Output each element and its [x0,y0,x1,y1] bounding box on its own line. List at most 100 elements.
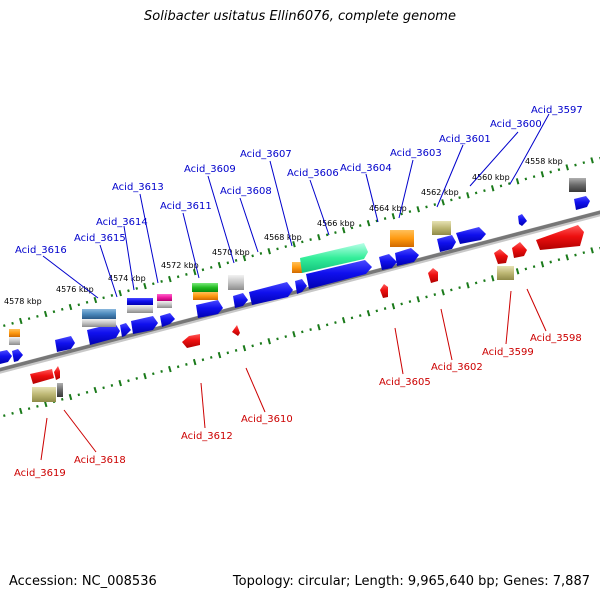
scale-label: 4558 kbp [525,157,563,166]
gene-arrow[interactable] [395,248,419,266]
gene-label[interactable]: Acid_3619 [14,468,66,479]
scale-tick [19,407,23,415]
scale-tick [217,351,222,359]
gene-label[interactable]: Acid_3604 [340,163,392,174]
scale-tick [334,231,337,234]
gene-arrow[interactable] [512,242,527,258]
gene-arrow[interactable] [306,260,372,289]
scale-tick [176,275,180,279]
scale-tick [251,344,254,348]
gene-label[interactable]: Acid_3602 [431,362,483,373]
gene-block[interactable] [82,309,116,319]
minus-leader-lines [40,288,547,461]
gene-arrow[interactable] [428,268,438,283]
gene-block[interactable] [82,319,116,327]
gene-block[interactable] [127,305,153,313]
scale-tick [242,255,247,262]
gene-label[interactable]: Acid_3609 [184,164,236,175]
scale-tick [251,254,254,258]
gene-label[interactable]: Acid_3603 [390,148,442,159]
gene-arrow[interactable] [574,196,590,210]
gene-arrow[interactable] [196,300,223,318]
gene-block[interactable] [57,383,63,397]
gene-arrow[interactable] [131,316,158,334]
scale-tick [408,210,412,213]
gene-label[interactable]: Acid_3599 [482,347,534,358]
gene-block[interactable] [9,337,20,345]
gene-block[interactable] [9,329,20,337]
gene-arrow[interactable] [55,336,75,352]
gene-arrow[interactable] [437,235,456,252]
gene-block[interactable] [32,387,56,402]
gene-block[interactable] [497,266,514,280]
gene-block[interactable] [127,298,153,305]
gene-block[interactable] [390,230,414,247]
scale-tick [317,324,321,331]
gene-block[interactable] [157,294,172,301]
gene-arrow[interactable] [536,225,584,250]
gene-label[interactable]: Acid_3610 [241,414,293,425]
gene-arrow[interactable] [300,243,368,273]
scale-tick [185,273,188,276]
scale-tick [524,267,528,271]
gene-arrow[interactable] [30,369,54,384]
gene-block[interactable] [569,178,586,192]
genome-summary-text: Topology: circular; Length: 9,965,640 bp… [232,574,590,589]
gene-block[interactable] [192,283,218,292]
gene-arrow[interactable] [160,313,175,327]
gene-arrow[interactable] [295,279,307,294]
gene-label[interactable]: Acid_3611 [160,201,212,212]
scale-tick [226,351,230,355]
gene-block[interactable] [228,275,244,290]
gene-arrow[interactable] [494,249,508,264]
gene-label[interactable]: Acid_3600 [490,119,542,130]
scale-tick [499,184,503,188]
gene-arrow[interactable] [456,227,486,244]
scale-tick [532,265,536,269]
scale-tick [474,191,478,195]
gene-label[interactable]: Acid_3601 [439,134,491,145]
gene-block[interactable] [292,262,302,273]
gene-block[interactable] [193,292,218,300]
gene-arrow[interactable] [518,214,527,226]
gene-label[interactable]: Acid_3597 [531,105,583,116]
gene-arrow[interactable] [233,293,248,308]
gene-label[interactable]: Acid_3614 [96,217,148,228]
scale-tick [127,289,130,293]
gene-arrow[interactable] [0,350,12,364]
gene-arrow[interactable] [380,284,388,298]
gene-arrow[interactable] [54,366,60,380]
gene-label[interactable]: Acid_3616 [15,245,67,256]
minus-strand-labels: Acid_3598 Acid_3599 Acid_3602 Acid_3605 … [14,333,582,479]
gene-label[interactable]: Acid_3605 [379,377,431,388]
scale-tick [458,286,461,290]
gene-label[interactable]: Acid_3613 [112,182,164,193]
genome-title: Solibacter usitatus Ellin6076, complete … [144,9,456,24]
gene-arrow[interactable] [379,254,397,270]
gene-label[interactable]: Acid_3606 [287,168,339,179]
gene-arrow[interactable] [249,282,293,305]
gene-block[interactable] [157,301,172,308]
gene-arrow[interactable] [12,349,23,362]
gene-label[interactable]: Acid_3615 [74,233,126,244]
gene-arrow[interactable] [87,323,120,345]
scale-tick [325,323,329,327]
gene-block[interactable] [432,221,451,235]
gene-label[interactable]: Acid_3612 [181,431,233,442]
scale-tick [433,203,437,206]
gene-arrow[interactable] [120,323,131,337]
gene-label[interactable]: Acid_3598 [530,333,582,344]
gene-arrow[interactable] [232,325,240,336]
scale-tick [515,178,520,185]
gene-label[interactable]: Acid_3618 [74,455,126,466]
scale-tick [85,300,89,304]
scale-tick [36,314,39,318]
gene-arrow[interactable] [182,334,200,348]
scale-tick [43,310,48,318]
gene-label[interactable]: Acid_3608 [220,186,272,197]
scale-tick [383,307,387,310]
scale-tick [450,198,453,202]
scale-tick [77,303,81,307]
scale-tick [234,349,238,352]
gene-label[interactable]: Acid_3607 [240,149,292,160]
